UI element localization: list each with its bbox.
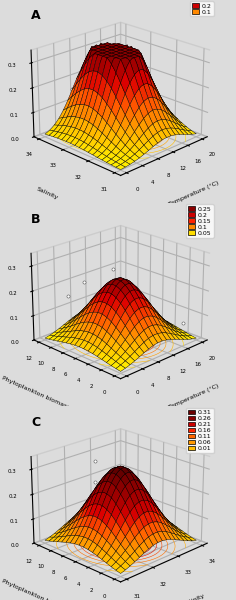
Text: B: B xyxy=(31,212,40,226)
Legend: 0.2, 0.1: 0.2, 0.1 xyxy=(190,1,214,16)
X-axis label: Temperature (°C): Temperature (°C) xyxy=(168,383,220,410)
Legend: 0.25, 0.2, 0.15, 0.1, 0.05: 0.25, 0.2, 0.15, 0.1, 0.05 xyxy=(186,205,214,238)
Y-axis label: Phytoplankton biomass (g m⁻³): Phytoplankton biomass (g m⁻³) xyxy=(1,374,93,420)
Y-axis label: Salinity: Salinity xyxy=(36,187,59,201)
Text: A: A xyxy=(31,10,41,22)
Y-axis label: Phytoplankton biomass (g m⁻³): Phytoplankton biomass (g m⁻³) xyxy=(1,577,93,600)
X-axis label: Salinity: Salinity xyxy=(182,593,206,600)
Legend: 0.31, 0.26, 0.21, 0.16, 0.11, 0.06, 0.01: 0.31, 0.26, 0.21, 0.16, 0.11, 0.06, 0.01 xyxy=(186,408,214,453)
X-axis label: Temperature (°C): Temperature (°C) xyxy=(168,181,220,207)
Text: C: C xyxy=(31,416,40,429)
